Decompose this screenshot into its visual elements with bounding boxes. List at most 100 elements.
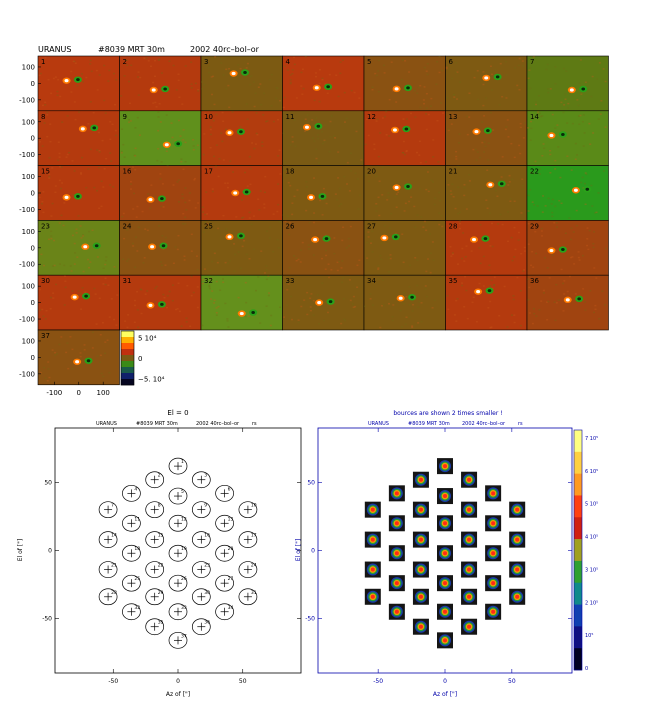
colorbar-segment [121,373,134,380]
panel-noise [429,252,432,255]
bolometer-footprint: 21 [98,561,118,578]
panel-noise [41,201,44,203]
panel-noise [491,73,494,76]
panel-noise [144,293,147,295]
panel-noise [47,279,50,281]
panel-noise [115,324,118,326]
panel-noise [550,203,553,205]
panel-noise [390,212,393,215]
panel-noise [211,260,214,263]
y-tick-label: 0 [311,548,315,555]
panel-noise [81,81,84,83]
panel-noise [450,77,453,80]
panel-noise [455,158,458,160]
thumbnail-core [443,494,447,499]
panel-noise [364,305,367,308]
negative-beam-core [243,71,247,75]
panel-noise [80,172,83,174]
panel-noise [389,254,392,256]
positive-beam-core [148,303,153,307]
panel-noise [326,92,329,95]
panel-noise [245,253,248,256]
panel-noise [265,305,268,307]
panel-noise [54,76,57,78]
panel-noise [248,217,251,219]
panel-noise [127,314,130,316]
panel-noise [315,75,318,78]
colorbar-label: −5. 10⁴ [138,376,165,384]
panel-noise [129,180,132,183]
panel-noise [564,93,567,96]
panel-noise [265,278,268,281]
panel-noise [330,269,333,271]
footprint-number: 20 [228,546,234,552]
panel-noise [293,119,296,121]
panel-noise [229,160,232,162]
panel-noise [555,302,558,304]
panel-number: 7 [530,58,534,66]
panel-noise [70,270,73,272]
bolometer-footprint: 34 [215,603,234,621]
panel-noise [113,266,116,268]
panel-noise [535,315,538,317]
source-thumbnail [509,588,526,605]
panel-noise [547,88,550,90]
right-y-label: El of ["] [295,539,302,562]
panel-noise [424,288,427,290]
panel-noise [380,258,383,261]
panel-noise [71,160,74,162]
panel-noise [544,257,547,259]
thumbnail-core [515,537,520,542]
panel-noise [540,300,543,302]
panel-noise [110,298,113,300]
panel-noise [260,103,263,106]
panel-noise [286,171,289,174]
panel-noise [217,305,220,308]
panel-noise [57,159,60,162]
panel-noise [102,375,105,378]
panel-noise [81,287,84,289]
thumbnail-core [394,521,399,526]
panel-noise [104,283,107,286]
panel-noise [380,242,383,244]
panel-noise [155,285,158,288]
panel-noise [38,74,41,77]
panel-noise [376,118,379,121]
panel-number: 12 [367,113,376,121]
panel-noise [287,181,290,184]
panel-noise [42,315,45,318]
panel-noise [59,165,62,168]
panel-noise [216,261,219,264]
panel-noise [263,92,266,95]
panel-noise [374,72,377,75]
panel-background [282,55,365,112]
panel-noise [364,143,367,146]
panel-noise [228,259,231,262]
panel-noise [300,71,303,74]
panel-noise [74,62,77,64]
panel-noise [487,307,490,309]
panel-noise [233,270,236,273]
left-x-label: Az of ["] [166,691,190,698]
panel-noise [413,205,416,208]
bolometer-footprint: 13 [215,514,234,532]
panel-noise [438,71,441,74]
thumbnail-core [443,609,447,614]
panel-noise [52,77,55,80]
panel-noise [291,136,294,138]
panel-number: 20 [367,168,376,176]
panel-noise [183,259,186,261]
panel-noise [206,213,209,215]
map-panel: 22 [526,165,609,221]
map-panel: 33 [282,274,365,331]
panel-noise [282,214,285,216]
panel-noise [450,255,453,257]
panel-noise [551,211,554,214]
panel-background [119,55,202,112]
panel-noise [215,144,218,146]
panel-noise [465,289,468,292]
panel-noise [68,151,71,154]
panel-noise [251,142,254,144]
panel-noise [208,287,211,290]
